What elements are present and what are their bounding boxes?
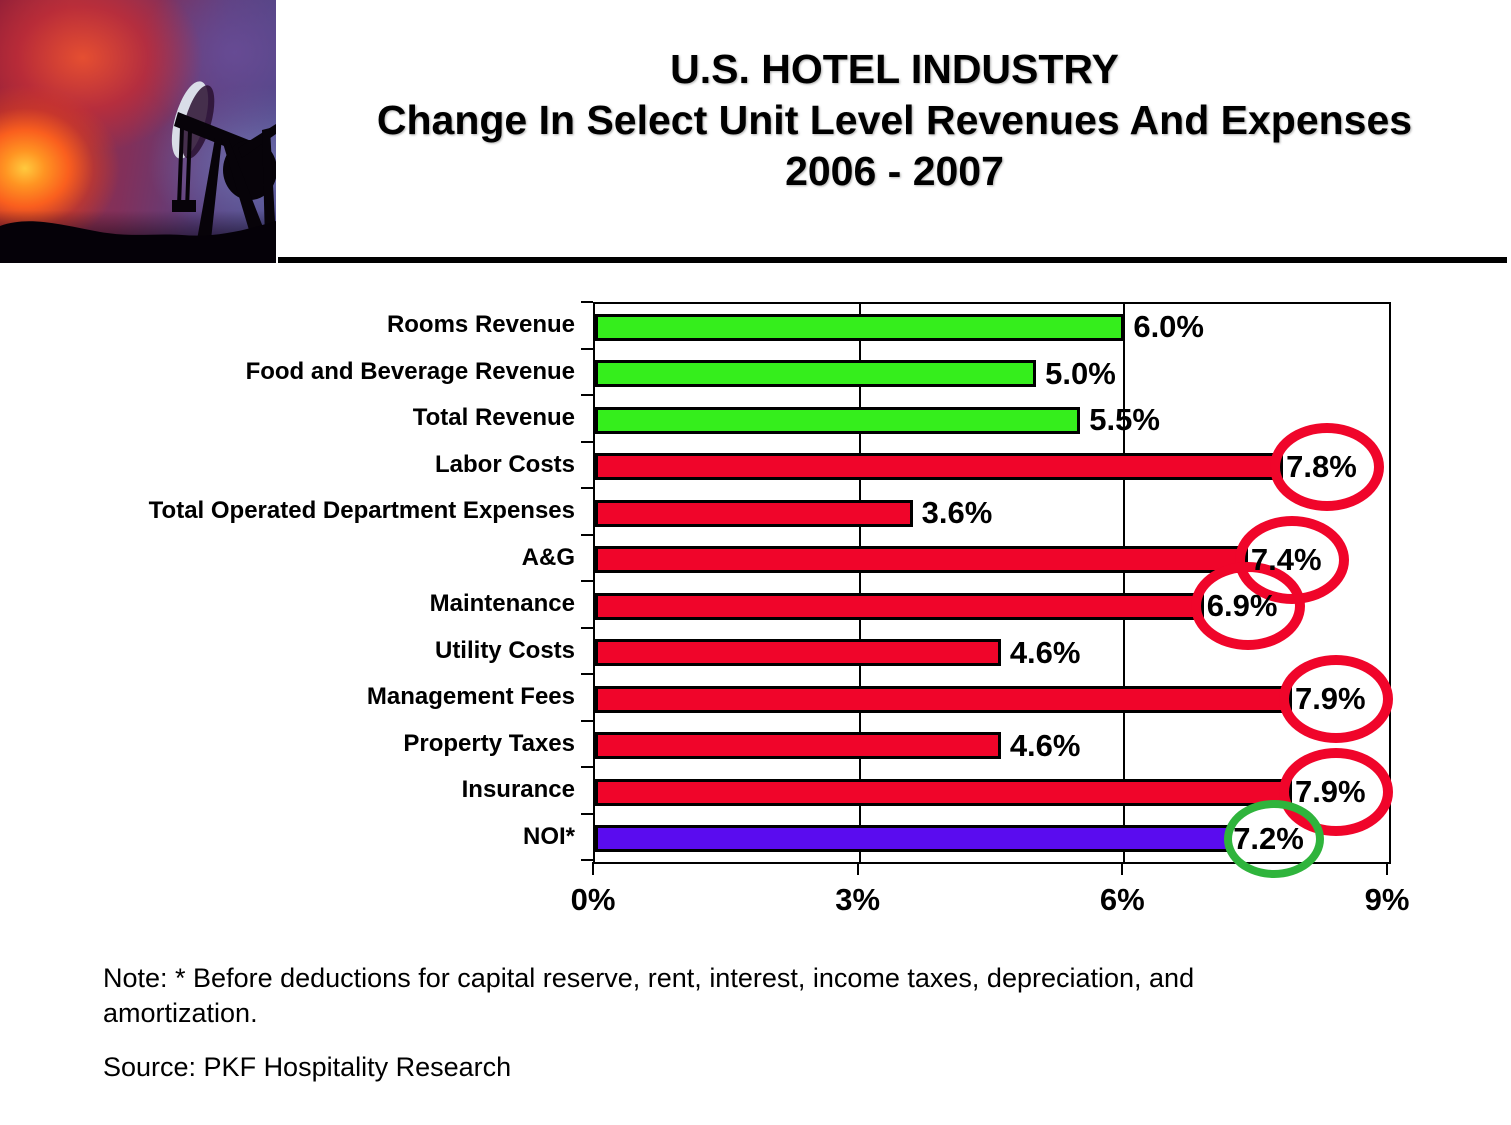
y-axis-tick (581, 487, 593, 489)
bar-segment (595, 313, 1125, 341)
bar-segment (595, 499, 913, 527)
bar-segment (595, 639, 1001, 667)
x-axis-label: 6% (1099, 882, 1145, 917)
x-axis-label: 9% (1364, 882, 1410, 917)
category-label: Total Operated Department Expenses (148, 497, 575, 524)
value-label: 7.9% (1294, 681, 1366, 717)
gridline-3pct (858, 304, 861, 862)
category-label: Labor Costs (434, 450, 575, 478)
category-label: NOI* (522, 822, 575, 850)
value-label: 5.0% (1045, 355, 1116, 391)
value-label: 3.6% (921, 495, 993, 531)
y-axis-tick (581, 347, 593, 350)
category-label: Maintenance (429, 590, 575, 617)
value-label: 4.6% (1009, 727, 1081, 763)
category-axis-labels: Rooms Revenue Food and Beverage Revenue To… (58, 302, 575, 860)
category-label: Property Taxes (403, 729, 575, 757)
x-axis-tick (1121, 862, 1124, 875)
y-axis-tick (581, 766, 593, 768)
value-label: 7.9% (1294, 774, 1366, 810)
plot-area: 6.0% 5.0% 5.5% 7.8% 3.6% 7.4% 6.9% 4.6% 7.9% 4.6%… (593, 302, 1393, 878)
x-axis-tick (1386, 862, 1388, 875)
y-axis-tick (581, 859, 593, 861)
value-label: 7.4% (1250, 541, 1322, 577)
bar-segment (595, 453, 1284, 481)
footnote: Note: * Before deductions for capital re… (103, 963, 1195, 1028)
y-axis-tick (581, 719, 593, 722)
highlight-ellipse-red (1278, 655, 1393, 744)
value-label: 5.5% (1089, 402, 1160, 438)
category-label: Utility Costs (434, 636, 575, 664)
category-label: Insurance (461, 776, 575, 803)
y-axis-tick (581, 580, 593, 582)
highlight-ellipse-green (1224, 799, 1325, 878)
gridline-6pct (1123, 304, 1126, 862)
highlight-ellipse-red (1270, 422, 1385, 511)
bar-segment (595, 546, 1248, 574)
category-label: Total Revenue (412, 404, 575, 431)
category-label: Rooms Revenue (386, 311, 575, 338)
y-axis-tick (581, 812, 593, 815)
header-divider (278, 257, 1507, 263)
title-line-3: 2006 - 2007 (785, 148, 1004, 194)
y-axis-tick (581, 626, 593, 629)
pumpjack-silhouette-icon (0, 81, 276, 263)
y-axis-tick (581, 394, 593, 396)
bar-segment (595, 406, 1081, 434)
x-axis-label: 3% (835, 882, 881, 917)
bar-segment (595, 360, 1037, 388)
value-label: 6.0% (1133, 309, 1204, 345)
slide-title: U.S. HOTEL INDUSTRY Change In Select Uni… (278, 44, 1511, 197)
title-line-1: U.S. HOTEL INDUSTRY (670, 46, 1119, 92)
bar-segment (595, 685, 1292, 713)
y-axis-tick (581, 533, 593, 536)
value-label: 7.8% (1286, 448, 1357, 484)
bar-segment (595, 825, 1231, 853)
title-line-2: Change In Select Unit Level Revenues And… (376, 97, 1413, 143)
value-label: 7.2% (1233, 820, 1304, 856)
bar-segment (595, 732, 1001, 760)
bar-segment (595, 592, 1204, 620)
bar-segment (595, 778, 1292, 806)
category-label: Management Fees (366, 683, 575, 710)
sunset-pumpjack-photo (0, 0, 276, 263)
y-axis-tick (581, 440, 593, 443)
category-label: A&G (521, 543, 575, 571)
source-text: Source: PKF Hospitality Research (103, 1052, 512, 1082)
highlight-ellipse-red (1278, 748, 1393, 837)
y-axis-tick (581, 301, 593, 303)
x-axis-label: 0% (570, 882, 616, 917)
value-label: 6.9% (1206, 588, 1278, 624)
category-label: Food and Beverage Revenue (245, 357, 575, 385)
value-label: 4.6% (1009, 634, 1081, 670)
x-axis-tick (592, 862, 594, 875)
y-axis-tick (581, 673, 593, 675)
x-axis-tick (856, 862, 859, 875)
highlight-ellipse-red (1190, 562, 1305, 651)
